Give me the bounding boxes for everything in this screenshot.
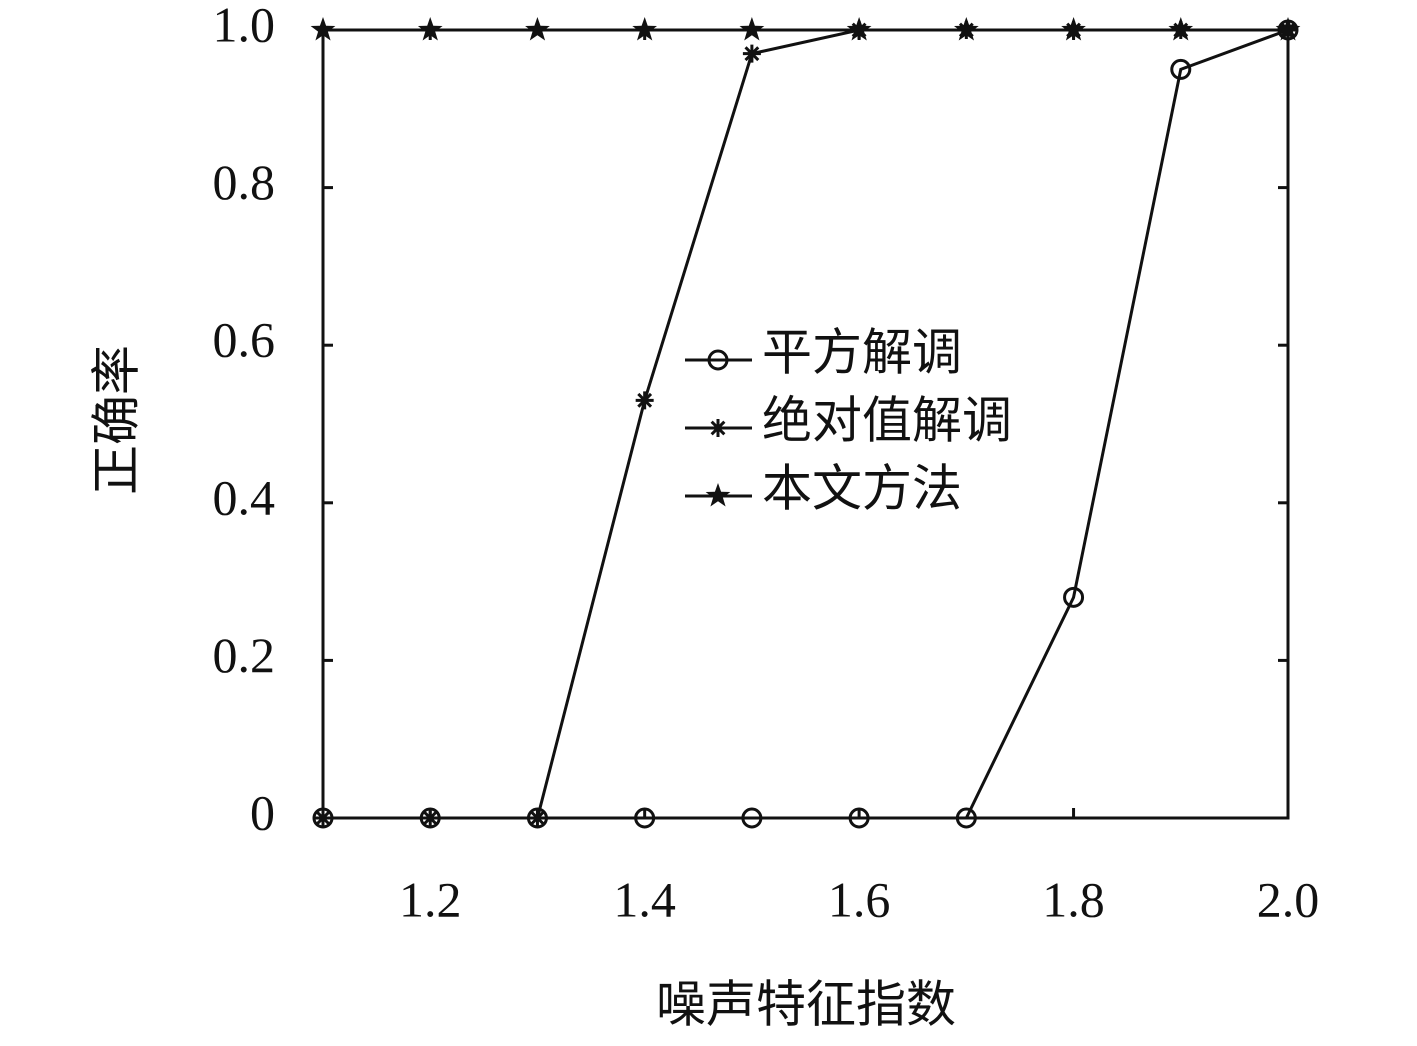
- marker-star: [525, 17, 550, 41]
- legend-label: 绝对值解调: [762, 392, 1012, 450]
- legend-marker: [705, 483, 731, 507]
- legend-label: 平方解调: [762, 324, 962, 382]
- marker-star: [1168, 17, 1194, 41]
- marker-star: [954, 17, 979, 41]
- marker-asterisk: [421, 809, 440, 827]
- marker-asterisk: [528, 809, 547, 827]
- marker-circle: [1170, 58, 1192, 80]
- legend-marker: [709, 419, 727, 437]
- marker-star: [1061, 17, 1086, 41]
- marker-star: [846, 17, 872, 41]
- y-tick-label: 0.6: [213, 312, 276, 368]
- marker-star: [739, 17, 765, 41]
- x-tick-label: 1.6: [828, 871, 891, 927]
- marker-circle: [1063, 586, 1085, 608]
- marker-star: [632, 17, 657, 41]
- x-tick-label: 1.4: [613, 871, 676, 927]
- marker-asterisk: [742, 44, 761, 63]
- legend-marker: [707, 349, 729, 371]
- marker-asterisk: [314, 809, 332, 827]
- x-tick-label: 1.8: [1042, 871, 1105, 927]
- marker-circle: [634, 807, 656, 829]
- x-tick-label: 1.2: [399, 871, 462, 927]
- legend-label: 本文方法: [762, 460, 962, 518]
- y-tick-label: 0.4: [213, 469, 276, 525]
- marker-circle: [848, 807, 870, 829]
- marker-star: [1275, 17, 1301, 41]
- x-tick-label: 2.0: [1257, 871, 1320, 927]
- marker-circle: [741, 807, 763, 829]
- y-tick-label: 0.2: [213, 627, 276, 683]
- y-axis-label: 正确率: [88, 345, 146, 495]
- x-axis-label: 噪声特征指数: [656, 976, 956, 1034]
- marker-star: [310, 17, 336, 41]
- y-tick-label: 1.0: [213, 0, 276, 52]
- marker-circle: [955, 807, 977, 829]
- marker-star: [417, 17, 443, 41]
- y-tick-label: 0: [250, 784, 275, 840]
- marker-asterisk: [635, 391, 654, 410]
- y-tick-label: 0.8: [213, 154, 276, 210]
